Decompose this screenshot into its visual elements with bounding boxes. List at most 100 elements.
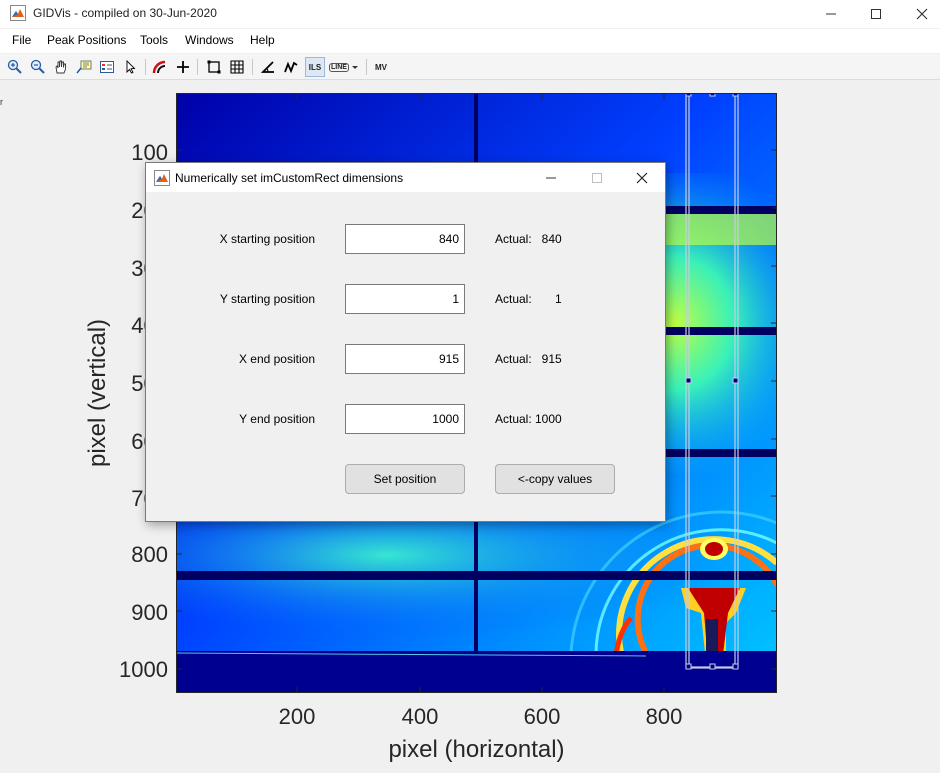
diffraction-rings (569, 510, 777, 656)
x-start-input[interactable] (345, 224, 465, 254)
actual-prefix: Actual: (495, 292, 532, 306)
maximize-button[interactable] (853, 0, 899, 28)
line-dropdown-button[interactable] (349, 57, 361, 77)
hand-icon (55, 60, 66, 74)
line-profile-icon (284, 61, 298, 74)
set-rect-dialog: Numerically set imCustomRect dimensions … (145, 162, 666, 522)
minimize-icon (546, 177, 556, 178)
menu-help[interactable]: Help (250, 33, 275, 47)
actual-value: 1 (555, 292, 562, 306)
toolbar-separator (197, 59, 198, 75)
y-end-actual: Actual: 1000 (495, 412, 562, 426)
actual-prefix: Actual: (495, 352, 532, 366)
window-titlebar[interactable]: GIDVis - compiled on 30-Jun-2020 (0, 0, 940, 28)
x-end-label: X end position (238, 352, 315, 366)
x-axis-label: pixel (horizontal) (388, 736, 565, 763)
dialog-close-button[interactable] (619, 163, 665, 192)
minimize-button[interactable] (808, 0, 854, 28)
y-end-label: Y end position (239, 412, 315, 426)
pointer-icon (126, 59, 136, 74)
pan-button[interactable] (51, 57, 71, 77)
x-end-actual: Actual: 915 (495, 352, 562, 366)
bright-band (646, 211, 777, 245)
close-icon (636, 172, 648, 183)
y-start-input[interactable] (345, 284, 465, 314)
close-button[interactable] (899, 0, 940, 28)
data-cursor-icon (76, 60, 92, 74)
bragg-peak (705, 542, 723, 556)
line-button[interactable]: LINE (329, 57, 349, 77)
dialog-minimize-button[interactable] (528, 163, 574, 192)
axis-ticks (176, 93, 777, 693)
actual-value: 915 (541, 352, 562, 366)
x-start-actual: Actual: 840 (495, 232, 562, 246)
crosshair-icon (177, 61, 189, 73)
actual-prefix: Actual: (495, 232, 532, 246)
menu-tools[interactable]: Tools (140, 33, 169, 47)
rectangle-icon (207, 60, 221, 74)
y-axis-label: pixel (vertical) (84, 318, 111, 468)
toolbar: ILS LINE MV (0, 54, 940, 80)
ring-tool-button[interactable] (150, 57, 170, 77)
zoom-in-button[interactable] (5, 57, 25, 77)
data-cursor-button[interactable] (74, 57, 94, 77)
legend-button[interactable] (97, 57, 117, 77)
angle-tool-button[interactable] (258, 57, 278, 77)
maximize-icon (592, 172, 602, 183)
toolbar-separator (366, 59, 367, 75)
ring-icon (152, 60, 166, 74)
ils-button[interactable]: ILS (305, 57, 325, 77)
left-edge-marker: r (0, 97, 3, 107)
x-tick-label: 800 (645, 704, 683, 729)
actual-prefix: Actual: (495, 412, 532, 426)
chevron-down-icon (352, 66, 358, 69)
y-start-actual: Actual: 1 (495, 292, 562, 306)
x-start-label: X starting position (219, 232, 315, 246)
line-label: LINE (329, 62, 349, 72)
toolbar-separator (252, 59, 253, 75)
minimize-icon (826, 13, 836, 15)
y-tick-label: 1000 (119, 657, 168, 682)
y-tick-label: 100 (131, 140, 168, 165)
actual-value: 1000 (534, 412, 562, 426)
grid-button[interactable] (227, 57, 247, 77)
close-icon (916, 8, 928, 20)
dialog-maximize-button[interactable] (574, 163, 620, 192)
menu-peak-positions[interactable]: Peak Positions (47, 33, 127, 47)
horizon-shadow (176, 651, 777, 693)
horizon-line (176, 652, 647, 657)
dialog-title: Numerically set imCustomRect dimensions (175, 171, 404, 185)
set-position-button[interactable]: Set position (345, 464, 465, 494)
matlab-icon (154, 170, 170, 186)
maximize-icon (871, 9, 881, 19)
matlab-icon (10, 5, 26, 21)
rectangle-tool-button[interactable] (204, 57, 224, 77)
y-tick-label: 800 (131, 542, 168, 567)
y-end-input[interactable] (345, 404, 465, 434)
x-end-input[interactable] (345, 344, 465, 374)
menu-windows[interactable]: Windows (185, 33, 234, 47)
angle-icon (260, 61, 274, 73)
copy-values-button[interactable]: <-copy values (495, 464, 615, 494)
line-profile-button[interactable] (281, 57, 301, 77)
toolbar-separator (145, 59, 146, 75)
actual-value: 840 (541, 232, 562, 246)
menu-file[interactable]: File (12, 33, 32, 47)
menu-bar: File Peak Positions Tools Windows Help (0, 29, 940, 53)
ils-label: ILS (308, 62, 322, 72)
y-start-label: Y starting position (219, 292, 315, 306)
mv-button[interactable]: MV (371, 57, 391, 77)
dialog-titlebar[interactable]: Numerically set imCustomRect dimensions (146, 163, 665, 192)
x-tick-label: 400 (401, 704, 439, 729)
select-pointer-button[interactable] (120, 57, 140, 77)
mv-label: MV (375, 62, 387, 72)
zoom-out-button[interactable] (28, 57, 48, 77)
window-title: GIDVis - compiled on 30-Jun-2020 (33, 6, 217, 20)
y-tick-label: 900 (131, 600, 168, 625)
x-tick-label: 600 (523, 704, 561, 729)
crosshair-button[interactable] (173, 57, 193, 77)
legend-icon (100, 61, 114, 73)
zoom-out-icon (30, 59, 45, 74)
zoom-in-icon (7, 59, 22, 74)
